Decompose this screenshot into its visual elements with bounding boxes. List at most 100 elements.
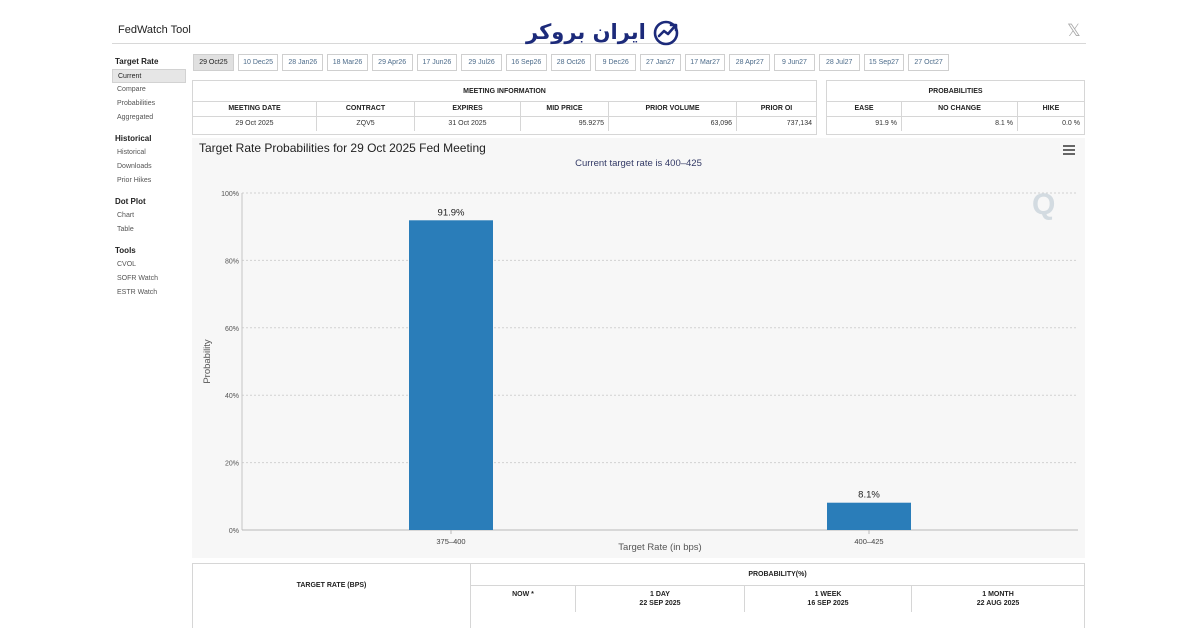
y-tick-label: 40% [225, 393, 239, 400]
probability-column-1-day: 1 DAY 22 SEP 2025 [576, 586, 745, 612]
meeting-info-header-prior-oi: PRIOR OI [760, 105, 793, 112]
sidebar: Target Rate Current Compare Probabilities Ag… [112, 54, 186, 300]
sidebar-group-dot-plot: Dot Plot [115, 197, 146, 206]
tab-28-jan26[interactable]: 28 Jan26 [282, 54, 324, 71]
bar-375-400 [409, 220, 493, 530]
sidebar-item-downloads[interactable]: Downloads [117, 163, 152, 170]
y-tick-label: 20% [225, 461, 239, 468]
meeting-information-title: MEETING INFORMATION [193, 81, 816, 102]
logo-text: ایران بروکر [526, 20, 646, 44]
x-tick-label: 375–400 [436, 537, 465, 546]
sidebar-group-historical: Historical [115, 134, 152, 143]
y-tick-label: 0% [229, 528, 239, 535]
bar-400-425 [827, 502, 911, 530]
sidebar-item-compare[interactable]: Compare [117, 86, 146, 93]
column-label: 1 MONTH [982, 591, 1014, 598]
meeting-info-value-expires: 31 Oct 2025 [415, 117, 521, 131]
probabilities-header-row: EASE NO CHANGE HIKE [827, 102, 1084, 117]
tab-29-jul26[interactable]: 29 Jul26 [461, 54, 502, 71]
target-rate-header: TARGET RATE (BPS) [193, 564, 471, 628]
meeting-info-value-prior-volume: 63,096 [609, 117, 737, 131]
x-tick-label: 400–425 [854, 537, 883, 546]
meeting-info-header-row: MEETING DATE CONTRACT EXPIRES MID PRICE PRIO… [193, 102, 816, 117]
chart-canvas: 0% 20% 40% 60% 80% 100% 91.9% 375–400 8.1% 400–42… [202, 191, 1078, 553]
app-title: FedWatch Tool [118, 24, 191, 36]
sidebar-group-tools: Tools [115, 246, 136, 255]
column-date: 22 AUG 2025 [976, 600, 1020, 607]
y-axis-title: Probability [202, 339, 213, 384]
y-tick-label: 80% [225, 258, 239, 265]
meeting-info-header-mid-price: MID PRICE [521, 102, 609, 116]
probability-column-1-week: 1 WEEK 16 SEP 2025 [745, 586, 912, 612]
data-label: 91.9% [438, 207, 465, 218]
tab-9-jun27[interactable]: 9 Jun27 [774, 54, 815, 71]
sidebar-item-estr-watch[interactable]: ESTR Watch [117, 289, 158, 296]
probabilities-value-hike: 0.0 % [1062, 120, 1080, 127]
meeting-info-value-meeting-date: 29 Oct 2025 [193, 117, 317, 131]
tab-16-sep26[interactable]: 16 Sep26 [505, 54, 547, 71]
probabilities-panel: PROBABILITIES EASE NO CHANGE HIKE 91.9 % 8.… [826, 80, 1085, 135]
tab-15-sep27[interactable]: 15 Sep27 [863, 54, 905, 71]
probabilities-header-ease: EASE [827, 102, 902, 116]
tab-28-jul27[interactable]: 28 Jul27 [818, 54, 860, 71]
x-axis-title: Target Rate (in bps) [618, 542, 701, 553]
close-icon[interactable]: 𝕏 [1067, 21, 1081, 40]
meeting-tabs: 29 Oct25 10 Dec25 28 Jan26 18 Mar26 29 Apr26… [193, 54, 1093, 72]
meeting-info-header-meeting-date: MEETING DATE [193, 102, 317, 116]
sidebar-item-historical[interactable]: Historical [117, 149, 146, 156]
sidebar-item-aggregated[interactable]: Aggregated [117, 114, 154, 121]
sidebar-item-table[interactable]: Table [117, 226, 134, 233]
probability-header: PROBABILITY(%) [471, 564, 1084, 586]
meeting-info-value-prior-oi: 737,134 [786, 120, 812, 127]
meeting-info-value-mid-price: 95.9275 [521, 117, 609, 131]
column-label: 1 WEEK [814, 591, 842, 598]
fedwatch-app: FedWatch Tool ایران بروکر 𝕏 Target Rate C… [112, 14, 1086, 628]
probabilities-title: PROBABILITIES [827, 81, 1084, 102]
column-date: 16 SEP 2025 [807, 600, 849, 607]
chart-subtitle: Current target rate is 400–425 [575, 158, 702, 169]
tab-9-dec26[interactable]: 9 Dec26 [595, 54, 637, 71]
sidebar-item-chart[interactable]: Chart [117, 212, 135, 219]
probabilities-value-ease: 91.9 % [827, 117, 902, 131]
tab-28-apr27[interactable]: 28 Apr27 [729, 54, 771, 71]
tab-28-oct26[interactable]: 28 Oct26 [550, 54, 592, 71]
watermark-logo: Q [1032, 188, 1056, 221]
probability-column-1-month: 1 MONTH 22 AUG 2025 [912, 586, 1084, 612]
tab-27-oct27[interactable]: 27 Oct27 [908, 54, 949, 71]
meeting-info-header-prior-volume: PRIOR VOLUME [609, 102, 737, 116]
sidebar-group-target-rate: Target Rate [115, 57, 159, 66]
probabilities-header-no-change: NO CHANGE [902, 102, 1018, 116]
tab-29-oct25[interactable]: 29 Oct25 [193, 54, 234, 71]
meeting-info-data-row: 29 Oct 2025 ZQV5 31 Oct 2025 95.9275 63,096 7… [193, 117, 816, 131]
sidebar-item-current[interactable]: Current [112, 69, 186, 83]
y-tick-label: 60% [225, 326, 239, 333]
meeting-info-value-contract: ZQV5 [317, 117, 415, 131]
probabilities-data-row: 91.9 % 8.1 % 0.0 % [827, 117, 1084, 131]
header: FedWatch Tool ایران بروکر 𝕏 [112, 14, 1086, 46]
tab-18-mar26[interactable]: 18 Mar26 [327, 54, 368, 71]
logo: ایران بروکر [526, 16, 682, 48]
probabilities-value-no-change: 8.1 % [902, 117, 1018, 131]
tab-27-jan27[interactable]: 27 Jan27 [640, 54, 681, 71]
growth-chart-logo-icon [653, 20, 679, 46]
sidebar-item-cvol[interactable]: CVOL [117, 261, 137, 268]
column-label: NOW * [512, 591, 534, 598]
sidebar-item-sofr-watch[interactable]: SOFR Watch [117, 275, 158, 282]
column-date: 22 SEP 2025 [639, 600, 681, 607]
column-label: 1 DAY [650, 591, 670, 598]
tab-29-apr26[interactable]: 29 Apr26 [371, 54, 413, 71]
tab-17-mar27[interactable]: 17 Mar27 [684, 54, 726, 71]
meeting-info-header-contract: CONTRACT [317, 102, 415, 116]
sidebar-item-probabilities[interactable]: Probabilities [117, 100, 156, 107]
data-label: 8.1% [858, 490, 880, 501]
tab-17-jun26[interactable]: 17 Jun26 [416, 54, 458, 71]
target-rate-chart: 0% 20% 40% 60% 80% 100% 91.9% 375–400 8.1% 400–42… [192, 138, 1085, 558]
probability-column-now: NOW * [471, 586, 576, 612]
chart-title: Target Rate Probabilities for 29 Oct 202… [199, 141, 486, 155]
sidebar-item-prior-hikes[interactable]: Prior Hikes [117, 177, 152, 184]
meeting-information-panel: MEETING INFORMATION MEETING DATE CONTRACT… [192, 80, 817, 135]
target-rate-probability-table: TARGET RATE (BPS) PROBABILITY(%) NOW * 1 … [192, 563, 1085, 628]
y-tick-label: 100% [221, 191, 239, 198]
tab-10-dec25[interactable]: 10 Dec25 [237, 54, 279, 71]
hamburger-menu-icon[interactable] [1063, 145, 1075, 155]
